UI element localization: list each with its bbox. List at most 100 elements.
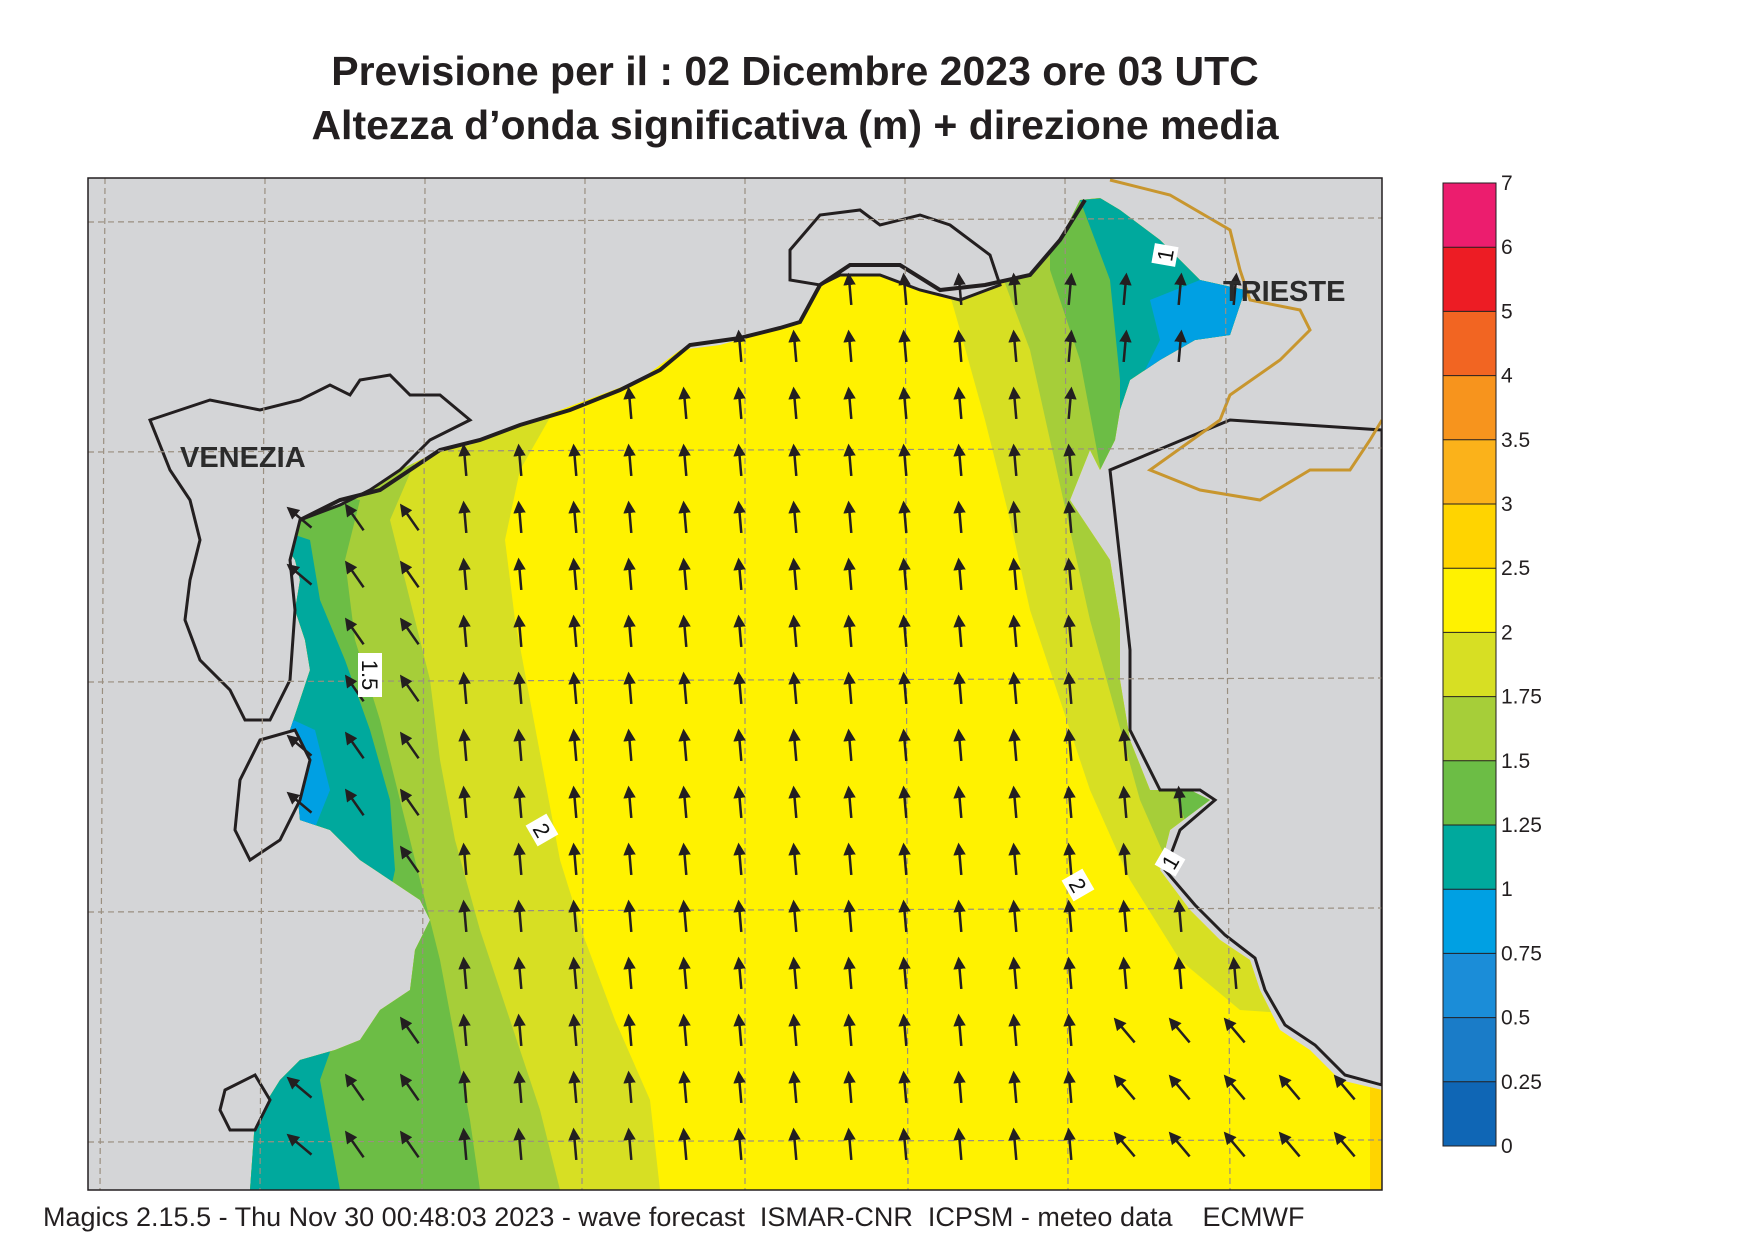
direction-arrow bbox=[568, 443, 581, 477]
direction-arrow bbox=[953, 329, 966, 363]
direction-arrow bbox=[1008, 386, 1021, 420]
direction-arrow bbox=[458, 956, 471, 990]
direction-arrow bbox=[1168, 1017, 1191, 1044]
direction-arrow bbox=[1174, 272, 1187, 306]
direction-arrow bbox=[1168, 1131, 1191, 1158]
direction-arrow bbox=[953, 671, 966, 705]
colorbar-swatch bbox=[1443, 760, 1496, 826]
direction-arrow bbox=[568, 956, 581, 990]
direction-arrow bbox=[399, 560, 420, 589]
direction-arrow bbox=[568, 671, 581, 705]
colorbar-label: 1.5 bbox=[1501, 750, 1530, 773]
direction-arrow bbox=[733, 728, 746, 762]
direction-arrow bbox=[788, 1070, 801, 1104]
direction-arrow bbox=[1119, 272, 1132, 306]
direction-arrow bbox=[399, 788, 420, 817]
direction-arrow bbox=[953, 386, 966, 420]
direction-arrow bbox=[399, 674, 420, 703]
direction-arrow bbox=[678, 728, 691, 762]
colorbar-swatch bbox=[1443, 375, 1496, 441]
contour-label-1b: 1 bbox=[1154, 847, 1186, 877]
direction-arrow bbox=[568, 1127, 581, 1161]
direction-arrow bbox=[286, 563, 313, 586]
direction-arrow bbox=[458, 557, 471, 591]
direction-arrow bbox=[898, 1127, 911, 1161]
direction-arrow bbox=[843, 272, 856, 306]
direction-arrow bbox=[843, 386, 856, 420]
direction-arrow bbox=[953, 1013, 966, 1047]
direction-arrow bbox=[1278, 1131, 1301, 1158]
svg-text:1: 1 bbox=[1152, 247, 1179, 263]
direction-arrow bbox=[623, 1013, 636, 1047]
direction-arrow bbox=[1008, 1127, 1021, 1161]
direction-arrow bbox=[788, 386, 801, 420]
direction-arrow bbox=[843, 671, 856, 705]
direction-arrow bbox=[458, 1127, 471, 1161]
direction-arrow bbox=[513, 956, 526, 990]
colorbar-label: 4 bbox=[1501, 365, 1513, 388]
direction-arrow bbox=[953, 956, 966, 990]
direction-arrow bbox=[568, 728, 581, 762]
direction-arrow bbox=[458, 443, 471, 477]
colorbar-label: 0 bbox=[1501, 1135, 1513, 1158]
direction-arrow bbox=[513, 728, 526, 762]
colorbar-swatch bbox=[1443, 632, 1496, 698]
direction-arrow bbox=[568, 614, 581, 648]
direction-arrow bbox=[286, 1076, 313, 1099]
direction-arrow bbox=[788, 671, 801, 705]
direction-arrow bbox=[344, 1130, 365, 1159]
direction-arrow bbox=[513, 1127, 526, 1161]
colorbar-label: 0.75 bbox=[1501, 942, 1542, 965]
direction-arrow bbox=[623, 557, 636, 591]
direction-arrow bbox=[733, 785, 746, 819]
direction-arrow bbox=[733, 386, 746, 420]
direction-arrow bbox=[843, 956, 856, 990]
direction-arrow bbox=[623, 386, 636, 420]
national-border bbox=[1109, 178, 1382, 502]
direction-arrow bbox=[1113, 1017, 1136, 1044]
colorbar-swatch bbox=[1443, 1081, 1496, 1147]
direction-arrow bbox=[458, 1070, 471, 1104]
direction-arrow bbox=[1223, 1017, 1246, 1044]
direction-arrow bbox=[1064, 386, 1077, 420]
direction-arrow bbox=[399, 845, 420, 874]
direction-arrow bbox=[843, 329, 856, 363]
colorbar-label: 2.5 bbox=[1501, 557, 1530, 580]
direction-arrow bbox=[733, 500, 746, 534]
direction-arrow bbox=[788, 557, 801, 591]
direction-arrow bbox=[678, 1013, 691, 1047]
direction-arrow bbox=[1008, 1013, 1021, 1047]
direction-arrow bbox=[1063, 671, 1076, 705]
direction-arrow bbox=[1278, 1074, 1301, 1101]
direction-arrow bbox=[344, 731, 365, 760]
direction-arrow bbox=[458, 1013, 471, 1047]
direction-arrow bbox=[843, 1013, 856, 1047]
direction-arrow bbox=[733, 1127, 746, 1161]
colorbar-label: 0.25 bbox=[1501, 1071, 1542, 1094]
direction-arrow bbox=[623, 785, 636, 819]
direction-arrow bbox=[1168, 1074, 1191, 1101]
direction-arrow bbox=[399, 1016, 420, 1045]
direction-arrow bbox=[678, 557, 691, 591]
direction-arrow bbox=[1229, 272, 1242, 306]
direction-arrow bbox=[678, 614, 691, 648]
direction-arrow bbox=[458, 500, 471, 534]
direction-arrow bbox=[623, 956, 636, 990]
direction-arrow bbox=[898, 956, 911, 990]
direction-arrow bbox=[1173, 785, 1186, 819]
direction-arrow bbox=[1119, 329, 1132, 363]
direction-arrow bbox=[678, 1070, 691, 1104]
direction-arrow bbox=[1333, 1074, 1356, 1101]
direction-arrow bbox=[678, 1127, 691, 1161]
direction-arrow bbox=[458, 785, 471, 819]
direction-arrow bbox=[1063, 1013, 1076, 1047]
direction-arrow bbox=[399, 1073, 420, 1102]
direction-arrow bbox=[1228, 956, 1241, 990]
direction-arrow bbox=[898, 671, 911, 705]
direction-arrow bbox=[286, 734, 313, 757]
colorbar-swatch bbox=[1443, 825, 1496, 890]
direction-arrow bbox=[513, 614, 526, 648]
direction-arrow bbox=[568, 785, 581, 819]
map-title: Previsione per il : 02 Dicembre 2023 ore… bbox=[331, 48, 1259, 94]
direction-arrow bbox=[843, 557, 856, 591]
